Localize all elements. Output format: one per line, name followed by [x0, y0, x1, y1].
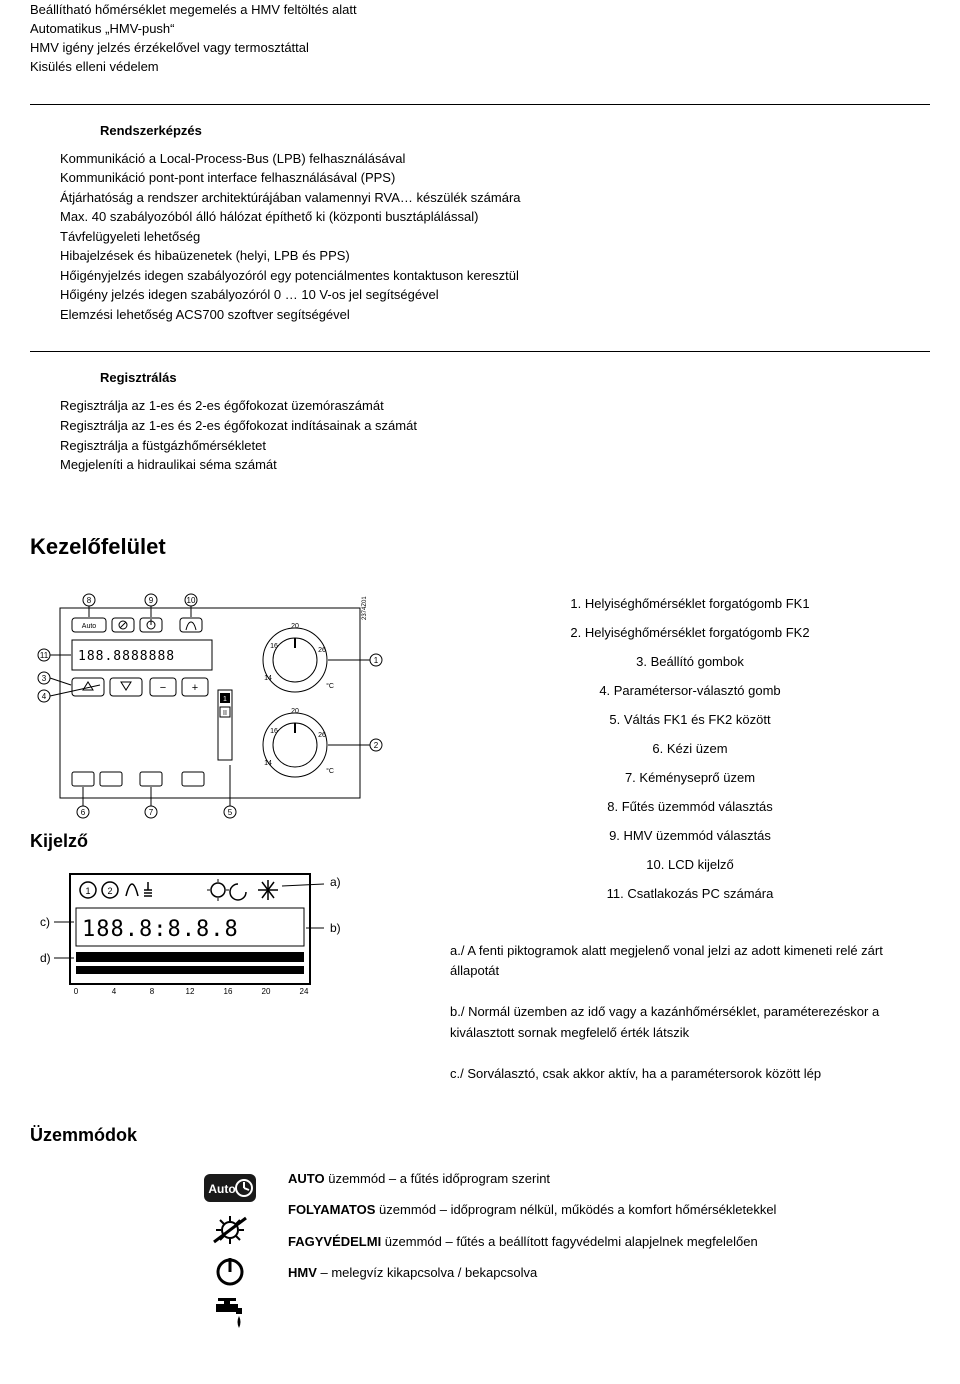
legend-item: 9. HMV üzemmód választás: [450, 828, 930, 843]
section-line: Kommunikáció pont-pont interface felhasz…: [60, 169, 930, 187]
section-line: Kommunikáció a Local-Process-Bus (LPB) f…: [60, 150, 930, 168]
svg-text:Auto: Auto: [208, 1182, 235, 1196]
svg-text:20: 20: [291, 623, 299, 630]
section-line: Max. 40 szabályozóból álló hálózat építh…: [60, 208, 930, 226]
svg-text:a): a): [330, 875, 341, 889]
device-diagram: Auto 8 9 10 188.8888888: [30, 590, 390, 820]
section-line: Regisztrálja az 1-es és 2-es égőfokozat …: [60, 417, 930, 435]
section-line: Hőigényjelzés idegen szabályozóról egy p…: [60, 267, 930, 285]
svg-text:16: 16: [224, 987, 233, 996]
section-line: Távfelügyeleti lehetőség: [60, 228, 930, 246]
svg-text:26: 26: [318, 647, 326, 654]
svg-text:1: 1: [85, 886, 90, 896]
svg-text:3: 3: [42, 674, 47, 683]
svg-text:Auto: Auto: [82, 623, 97, 630]
svg-text:8: 8: [150, 987, 155, 996]
svg-text:20: 20: [262, 987, 271, 996]
legend-item: 2. Helyiséghőmérséklet forgatógomb FK2: [450, 625, 930, 640]
panel-legend: 1. Helyiséghőmérséklet forgatógomb FK1 2…: [450, 596, 930, 901]
svg-text:5: 5: [228, 808, 233, 817]
section-heading: Regisztrálás: [100, 370, 930, 385]
legend-item: 10. LCD kijelző: [450, 857, 930, 872]
mode-line: AUTO üzemmód – a fűtés időprogram szerin…: [288, 1170, 776, 1188]
svg-text:II: II: [223, 710, 227, 717]
mode-line: FAGYVÉDELMI üzemmód – fűtés a beállított…: [288, 1233, 776, 1251]
modes-title: Üzemmódok: [30, 1125, 930, 1146]
legend-item: 5. Váltás FK1 és FK2 között: [450, 712, 930, 727]
section-line: Hibajelzések és hibaüzenetek (helyi, LPB…: [60, 247, 930, 265]
legend-item: 7. Kéményseprő üzem: [450, 770, 930, 785]
svg-text:2: 2: [107, 886, 112, 896]
mode-icons: Auto: [190, 1170, 270, 1332]
intro-line: Automatikus „HMV-push“: [30, 21, 930, 38]
svg-text:c): c): [40, 915, 50, 929]
svg-text:4: 4: [112, 987, 117, 996]
svg-text:8: 8: [87, 596, 92, 605]
svg-text:12: 12: [186, 987, 195, 996]
lcd-note: a./ A fenti piktogramok alatt megjelenő …: [450, 941, 930, 983]
lcd-diagram: 1 2 188.8:8.8.8 0 4: [30, 864, 350, 1014]
svg-text:11: 11: [40, 651, 49, 660]
section-line: Hőigény jelzés idegen szabályozóról 0 … …: [60, 286, 930, 304]
section-line: Átjárhatóság a rendszer architektúrájába…: [60, 189, 930, 207]
svg-text:16: 16: [270, 728, 278, 735]
display-title: Kijelző: [30, 831, 410, 852]
section-line: Regisztrálja az 1-es és 2-es égőfokozat …: [60, 397, 930, 415]
lcd-note: c./ Sorválasztó, csak akkor aktív, ha a …: [450, 1064, 930, 1085]
section-body: Kommunikáció a Local-Process-Bus (LPB) f…: [60, 150, 930, 324]
svg-text:b): b): [330, 921, 341, 935]
mode-line: HMV – melegvíz kikapcsolva / bekapcsolva: [288, 1264, 776, 1282]
svg-text:14: 14: [264, 760, 272, 767]
svg-text:20: 20: [291, 708, 299, 715]
mode-line: FOLYAMATOS üzemmód – időprogram nélkül, …: [288, 1201, 776, 1219]
svg-text:+: +: [192, 682, 198, 694]
legend-item: 8. Fűtés üzemmód választás: [450, 799, 930, 814]
svg-text:1: 1: [374, 656, 379, 665]
legend-item: 11. Csatlakozás PC számára: [450, 886, 930, 901]
sun-crossed-icon: [202, 1212, 258, 1248]
section-line: Megjeleníti a hidraulikai séma számát: [60, 456, 930, 474]
intro-list: Beállítható hőmérséklet megemelés a HMV …: [30, 2, 930, 76]
intro-line: HMV igény jelzés érzékelővel vagy termos…: [30, 40, 930, 57]
svg-text:2: 2: [374, 741, 379, 750]
intro-line: Beállítható hőmérséklet megemelés a HMV …: [30, 2, 930, 19]
section-body: Regisztrálja az 1-es és 2-es égőfokozat …: [60, 397, 930, 473]
panel-title: Kezelőfelület: [30, 534, 930, 560]
legend-item: 6. Kézi üzem: [450, 741, 930, 756]
mode-texts: AUTO üzemmód – a fűtés időprogram szerin…: [288, 1170, 776, 1332]
svg-text:188.8888888: 188.8888888: [78, 649, 175, 664]
legend-item: 4. Paramétersor-választó gomb: [450, 683, 930, 698]
svg-text:14: 14: [264, 675, 272, 682]
svg-text:°C: °C: [326, 767, 334, 775]
divider: [30, 351, 930, 352]
svg-text:4: 4: [42, 692, 47, 701]
svg-text:−: −: [160, 682, 166, 694]
svg-text:7: 7: [149, 808, 154, 817]
divider: [30, 104, 930, 105]
svg-text:188.8:8.8.8: 188.8:8.8.8: [82, 917, 239, 942]
svg-text:°C: °C: [326, 682, 334, 690]
power-icon: [202, 1254, 258, 1290]
section-line: Elemzési lehetőség ACS700 szoftver segít…: [60, 306, 930, 324]
svg-text:0: 0: [74, 987, 79, 996]
svg-text:26: 26: [318, 732, 326, 739]
section-heading: Rendszerképzés: [100, 123, 930, 138]
section-line: Regisztrálja a füstgázhőmérsékletet: [60, 437, 930, 455]
tap-icon: [202, 1296, 258, 1332]
svg-text:24: 24: [300, 987, 309, 996]
svg-text:9: 9: [149, 596, 154, 605]
intro-line: Kisülés elleni védelem: [30, 59, 930, 76]
svg-text:16: 16: [270, 643, 278, 650]
lcd-note: b./ Normál üzemben az idő vagy a kazánhő…: [450, 1002, 930, 1044]
auto-icon: Auto: [202, 1170, 258, 1206]
svg-text:1: 1: [223, 696, 227, 703]
legend-item: 1. Helyiséghőmérséklet forgatógomb FK1: [450, 596, 930, 611]
svg-text:d): d): [40, 951, 51, 965]
svg-text:6: 6: [81, 808, 86, 817]
legend-item: 3. Beállító gombok: [450, 654, 930, 669]
svg-text:10: 10: [187, 596, 196, 605]
svg-text:2374Z01: 2374Z01: [362, 595, 368, 619]
lcd-notes: a./ A fenti piktogramok alatt megjelenő …: [450, 941, 930, 1085]
